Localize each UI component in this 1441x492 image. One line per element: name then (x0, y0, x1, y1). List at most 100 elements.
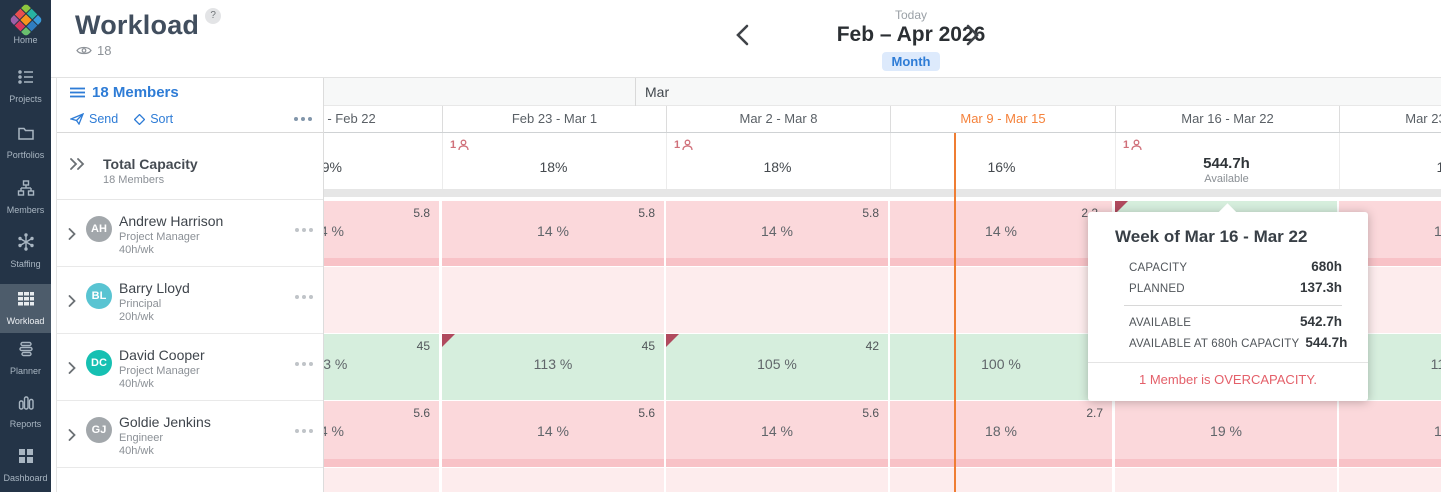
sidebar-item-dashboard[interactable]: Dashboard (0, 447, 51, 483)
allocation-cell-overcapacity[interactable]: 42 105 % (666, 334, 888, 400)
today-marker-line (954, 133, 956, 492)
overcapacity-triangle-icon (666, 334, 679, 347)
avatar: GJ (86, 417, 112, 443)
sidebar-item-workload[interactable]: Workload (0, 284, 51, 333)
expand-chevron-icon[interactable] (68, 295, 76, 307)
cell-percent: 14 % (761, 423, 793, 439)
available-label: Available (1204, 173, 1249, 185)
sidebar-item-portfolios[interactable]: Portfolios (0, 124, 51, 160)
sidebar-item-reports[interactable]: Reports (0, 393, 51, 429)
allocation-cell[interactable] (324, 267, 439, 333)
expand-all-icon[interactable] (69, 158, 85, 170)
cell-percent: 14 % (761, 223, 793, 239)
views-counter: 18 (76, 43, 111, 58)
help-icon[interactable]: ? (205, 8, 222, 24)
member-more-menu[interactable] (295, 228, 313, 232)
allocation-cell[interactable] (666, 267, 888, 333)
allocation-cell[interactable]: 45 113 % (324, 334, 439, 400)
sidebar-item-label: Reports (9, 419, 42, 429)
allocation-cell[interactable] (324, 468, 439, 492)
allocation-cell[interactable]: 5.6 14 % (666, 401, 888, 467)
allocation-cell[interactable]: 5.8 14 % (442, 201, 664, 266)
available-at-capacity-value: 544.7h (1305, 335, 1348, 350)
expand-chevron-icon[interactable] (68, 228, 76, 240)
tooltip-divider (1088, 362, 1368, 363)
avatar: DC (86, 350, 112, 376)
sort-icon (134, 113, 146, 125)
allocation-cell[interactable] (666, 468, 888, 492)
allocation-cell[interactable] (442, 468, 664, 492)
tooltip-divider (1124, 305, 1342, 306)
sidebar-item-planner[interactable]: Planner (0, 340, 51, 376)
capacity-value: 680h (1311, 259, 1342, 274)
total-percent: 19% (324, 159, 343, 175)
total-capacity-cell[interactable]: 19% (324, 133, 439, 189)
cell-percent: 18 % (985, 423, 1017, 439)
sidebar-item-staffing[interactable]: Staffing (0, 233, 51, 269)
folder-icon (17, 124, 35, 142)
member-row-andrew-harrison[interactable]: AH Andrew Harrison Project Manager 40h/w… (57, 200, 323, 267)
allocation-cell[interactable] (890, 267, 1112, 333)
allocation-cell[interactable]: 5.8 14 % (324, 201, 439, 266)
allocation-cell[interactable] (1115, 468, 1337, 492)
total-capacity-cell[interactable]: 1 18% (442, 133, 664, 189)
cell-percent: 113 % (1430, 356, 1441, 372)
allocation-cell[interactable]: 19 % (1115, 401, 1337, 467)
eye-icon (76, 46, 92, 55)
allocation-cell-overcapacity[interactable]: 45 113 % (442, 334, 664, 400)
member-more-menu[interactable] (295, 429, 313, 433)
layers-icon (17, 340, 35, 358)
bar-chart-icon (17, 393, 35, 411)
member-row-barry-lloyd[interactable]: BL Barry Lloyd Principal 20h/wk (57, 267, 323, 334)
member-row-goldie-jenkins[interactable]: GJ Goldie Jenkins Engineer 40h/wk (57, 401, 323, 468)
total-capacity-row[interactable]: Total Capacity 18 Members (57, 133, 323, 200)
allocation-cell[interactable]: 100 % (890, 334, 1112, 400)
members-panel: 18 Members Send Sort Total Capacity 18 M… (56, 78, 324, 492)
panel-more-menu[interactable] (294, 117, 312, 121)
month-header-row: Mar (324, 78, 1441, 106)
zoom-mode-toggle[interactable]: Month (881, 52, 941, 71)
next-period-button[interactable] (966, 24, 979, 46)
home-logo-icon (8, 3, 43, 37)
allocation-row-partial (324, 468, 1441, 492)
sidebar-item-members[interactable]: Members (0, 179, 51, 215)
views-count: 18 (97, 43, 112, 58)
expand-chevron-icon[interactable] (68, 429, 76, 441)
member-row-david-cooper[interactable]: DC David Cooper Project Manager 40h/wk (57, 334, 323, 401)
allocation-cell[interactable]: 5.6 14 % (442, 401, 664, 467)
allocation-cell[interactable]: 19 % (1339, 401, 1441, 467)
sidebar-item-label: Projects (9, 94, 42, 104)
members-count-heading[interactable]: 18 Members (70, 84, 179, 101)
allocation-cell[interactable]: 2.2 14 % (890, 201, 1112, 266)
allocation-cell[interactable]: 5.8 14 % (666, 201, 888, 266)
cell-percent: 19 % (1210, 423, 1242, 439)
org-chart-icon (17, 179, 35, 197)
allocation-cell[interactable]: 2.7 18 % (890, 401, 1112, 467)
sidebar-item-home[interactable]: Home (0, 3, 51, 45)
expand-chevron-icon[interactable] (68, 362, 76, 374)
available-label: AVAILABLE (1129, 317, 1192, 329)
prev-period-button[interactable] (736, 24, 749, 46)
total-percent: 18% (763, 159, 792, 175)
person-icon (1131, 139, 1142, 151)
member-more-menu[interactable] (295, 295, 313, 299)
allocation-cell[interactable]: 5.6 14 % (324, 401, 439, 467)
allocation-cell[interactable] (442, 267, 664, 333)
member-more-menu[interactable] (295, 362, 313, 366)
member-name: Barry Lloyd (119, 280, 190, 296)
cell-percent: 113 % (533, 356, 573, 372)
total-capacity-cell[interactable]: 16% (890, 133, 1112, 189)
total-capacity-cell[interactable]: 1 18% (666, 133, 888, 189)
total-capacity-cell-hovered[interactable]: 1 544.7h Available (1115, 133, 1337, 189)
sidebar-item-projects[interactable]: Projects (0, 68, 51, 104)
sidebar-item-label: Members (6, 205, 45, 215)
total-capacity-cell[interactable]: 19% (1339, 133, 1441, 189)
overcapacity-alert: 1 (1123, 139, 1142, 151)
allocation-cell[interactable] (890, 468, 1112, 492)
member-name: Andrew Harrison (119, 213, 224, 229)
overcapacity-triangle-icon (1115, 201, 1128, 214)
sort-button[interactable]: Sort (134, 112, 173, 126)
send-button[interactable]: Send (70, 112, 118, 126)
allocation-cell[interactable] (1339, 468, 1441, 492)
member-capacity: 40h/wk (119, 445, 154, 457)
